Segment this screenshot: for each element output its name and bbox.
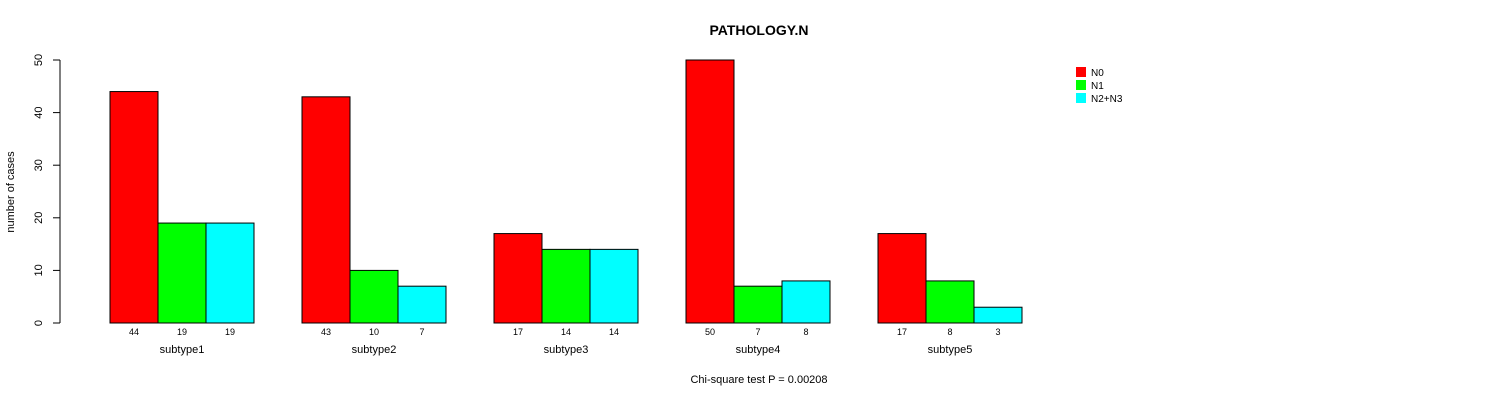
bar-subtype5-N2+N3: [973, 306, 1023, 324]
legend-swatch: [1076, 80, 1086, 90]
bar-value-label: 8: [803, 327, 808, 337]
legend-swatch: [1076, 93, 1086, 103]
y-tick-label: 30: [33, 159, 45, 171]
bar-value-label: 3: [995, 327, 1000, 337]
bar-value-label: 17: [513, 327, 523, 337]
bar-subtype4-N1: [733, 285, 783, 324]
bar-value-label: 8: [947, 327, 952, 337]
bar-subtype4-N2+N3: [781, 280, 831, 324]
bar-value-label: 7: [419, 327, 424, 337]
bar-subtype5-N1: [925, 280, 975, 324]
legend-swatch: [1076, 67, 1086, 77]
legend: N0 N1 N2+N3: [1076, 67, 1123, 105]
bar-value-label: 7: [755, 327, 760, 337]
legend-label: N1: [1091, 81, 1104, 92]
bars: 44 19 19 subtype1 43 10 7 subtype2 17 14 14 subtype…: [109, 59, 1023, 356]
bar-value-label: 50: [705, 327, 715, 337]
category-label: subtype4: [736, 344, 781, 356]
y-tick-label: 0: [33, 320, 45, 326]
y-axis-label: number of cases: [5, 151, 17, 233]
bar-subtype1-N0: [109, 91, 159, 324]
bar-value-label: 19: [177, 327, 187, 337]
bar-subtype1-N1: [157, 222, 207, 324]
category-label: subtype3: [544, 344, 589, 356]
bar-subtype2-N0: [301, 96, 351, 324]
bar-subtype4-N0: [685, 59, 735, 324]
bar-subtype5-N0: [877, 233, 927, 324]
category-label: subtype1: [160, 344, 205, 356]
y-axis: 0 10 20 30 40 50: [33, 54, 61, 326]
x-axis-label: Chi-square test P = 0.00208: [690, 374, 827, 386]
bar-subtype3-N0: [493, 233, 543, 324]
bar-value-label: 43: [321, 327, 331, 337]
category-label: subtype2: [352, 344, 397, 356]
legend-label: N2+N3: [1091, 94, 1123, 105]
bar-value-label: 14: [561, 327, 571, 337]
bar-value-label: 19: [225, 327, 235, 337]
bar-value-label: 14: [609, 327, 619, 337]
chart-title: PATHOLOGY.N: [709, 22, 808, 38]
y-tick-label: 10: [33, 264, 45, 276]
legend-label: N0: [1091, 68, 1104, 79]
y-tick-label: 20: [33, 212, 45, 224]
bar-subtype2-N2+N3: [397, 285, 447, 324]
y-tick-label: 50: [33, 54, 45, 66]
bar-value-label: 44: [129, 327, 139, 337]
bar-value-label: 10: [369, 327, 379, 337]
y-tick-label: 40: [33, 106, 45, 118]
bar-subtype2-N1: [349, 269, 399, 324]
bar-subtype3-N1: [541, 248, 591, 324]
bar-value-label: 17: [897, 327, 907, 337]
bar-subtype1-N2+N3: [205, 222, 255, 324]
bar-subtype3-N2+N3: [589, 248, 639, 324]
category-label: subtype5: [928, 344, 973, 356]
